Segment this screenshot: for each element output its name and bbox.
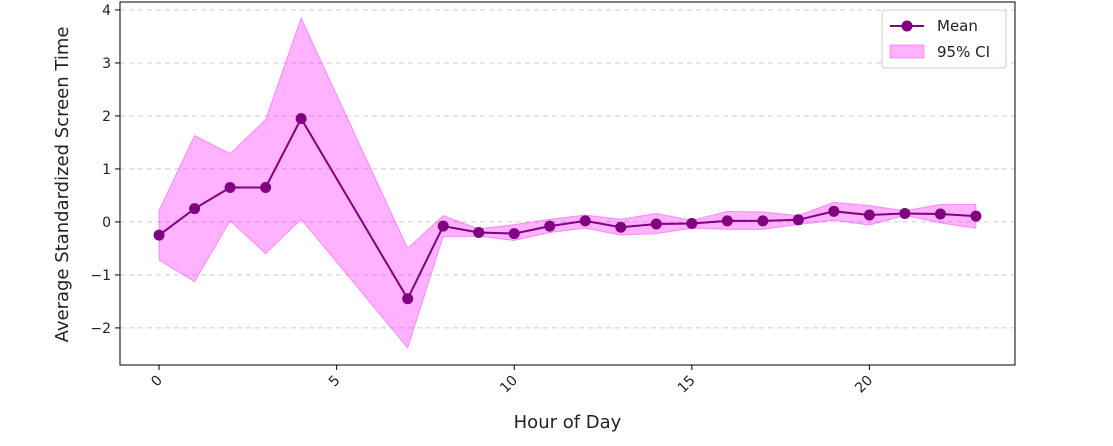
mean-point — [792, 214, 804, 226]
plot-frame — [119, 1, 1016, 366]
mean-point — [473, 227, 485, 239]
mean-point — [260, 181, 272, 193]
legend-ci-swatch — [889, 44, 925, 59]
legend-mean-label: Mean — [937, 17, 978, 35]
legend-ci-label: 95% CI — [937, 43, 990, 61]
legend — [881, 9, 1007, 69]
x-tick-label: 15 — [675, 373, 699, 397]
legend-mean-marker — [901, 20, 913, 32]
mean-point — [863, 209, 875, 221]
mean-point — [721, 215, 733, 227]
mean-point — [899, 207, 911, 219]
x-tick-label: 20 — [852, 373, 876, 397]
mean-point — [437, 220, 449, 232]
mean-point — [686, 218, 698, 230]
mean-point — [295, 113, 307, 125]
mean-point — [579, 215, 591, 227]
mean-point — [508, 228, 520, 240]
mean-point — [970, 210, 982, 222]
mean-line — [158, 116, 976, 301]
x-axis-label: Hour of Day — [514, 412, 622, 433]
y-tick-label: 0 — [102, 215, 111, 231]
mean-point — [828, 205, 840, 217]
mean-point — [650, 218, 662, 230]
x-tick-label: 5 — [326, 373, 344, 391]
y-axis-label: Average Standardized Screen Time — [52, 27, 73, 343]
mean-point — [224, 181, 236, 193]
mean-point — [757, 215, 769, 227]
mean-point — [189, 203, 201, 215]
mean-point — [153, 229, 165, 241]
y-tick-label: 4 — [102, 3, 111, 19]
mean-point — [402, 293, 414, 305]
ci-band — [158, 16, 977, 350]
y-tick-label: 3 — [102, 56, 111, 72]
mean-point — [544, 220, 556, 232]
y-tick-label: −2 — [90, 321, 111, 337]
mean-point — [934, 208, 946, 220]
y-tick-label: 1 — [102, 162, 111, 178]
y-tick-label: −1 — [90, 268, 111, 284]
mean-point — [615, 221, 627, 233]
x-tick-label: 10 — [497, 373, 521, 397]
y-tick-label: 2 — [102, 109, 111, 125]
x-tick-label: 0 — [148, 373, 166, 391]
